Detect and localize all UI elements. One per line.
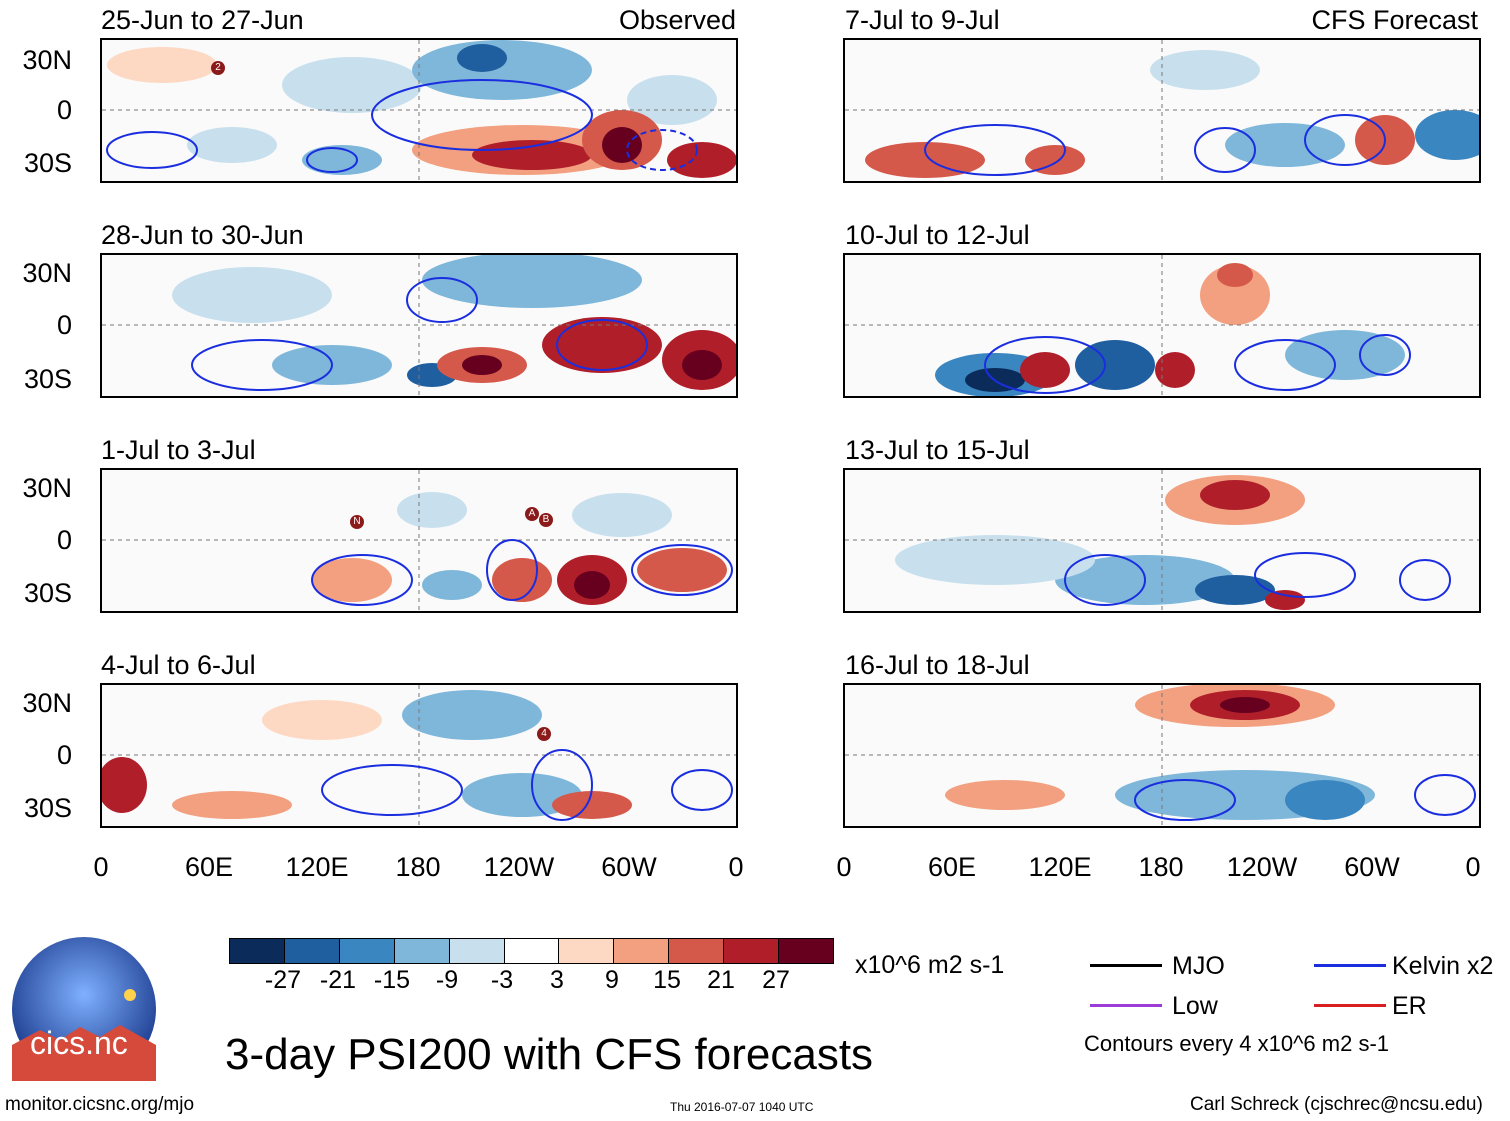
lat-30n-row3: 30N [22, 473, 72, 503]
lat-0-row3: 0 [56, 525, 72, 555]
colorbar-tick: -21 [319, 966, 357, 994]
colorbar-swatch [338, 939, 394, 963]
legend-label-kelvin: Kelvin x2 [1392, 952, 1494, 980]
map-panel-fc-4 [843, 683, 1481, 828]
footer-author: Carl Schreck (cjschrec@ncsu.edu) [1190, 1094, 1483, 1115]
lat-0-row4: 0 [56, 740, 72, 770]
footer-timestamp: Thu 2016-07-07 1040 UTC [670, 1100, 814, 1114]
lat-0-row1: 0 [56, 95, 72, 125]
colorbar-swatch [778, 939, 833, 963]
main-title: 3-day PSI200 with CFS forecasts [225, 1030, 874, 1079]
colorbar-swatch [668, 939, 724, 963]
lon-120e-right: 120E [1028, 852, 1092, 882]
colorbar-tick: -3 [490, 966, 514, 994]
lat-30s-row1: 30S [23, 148, 72, 178]
lon-60e-left: 60E [184, 852, 234, 882]
legend-label-er: ER [1392, 992, 1427, 1020]
map-panel-obs-4 [100, 683, 738, 828]
panel-title-6: 10-Jul to 12-Jul [845, 220, 1030, 250]
lat-30s-row3: 30S [23, 578, 72, 608]
lon-0-right: 0 [836, 852, 852, 882]
lon-0-left: 0 [93, 852, 109, 882]
colorbar-tick: -15 [373, 966, 411, 994]
legend-line-kelvin [1314, 964, 1386, 967]
legend-line-mjo [1090, 964, 1162, 967]
colorbar-swatch [448, 939, 504, 963]
colorbar-tick: -27 [264, 966, 302, 994]
colorbar-tick: 15 [653, 966, 681, 994]
map-panel-fc-1 [843, 38, 1481, 183]
panel-title-4: 4-Jul to 6-Jul [101, 650, 256, 680]
lon-0-left-end: 0 [728, 852, 744, 882]
lat-30n-row2: 30N [22, 258, 72, 288]
colorbar-swatch [393, 939, 449, 963]
colorbar-units: x10^6 m2 s-1 [855, 951, 1005, 979]
lat-30n-row1: 30N [22, 45, 72, 75]
storm-marker: N [350, 515, 364, 529]
colorbar-tick: -9 [435, 966, 459, 994]
legend-line-er [1314, 1004, 1386, 1007]
lat-30s-row2: 30S [23, 364, 72, 394]
map-panel-obs-1 [100, 38, 738, 183]
panel-title-8: 16-Jul to 18-Jul [845, 650, 1030, 680]
colorbar-swatch [723, 939, 779, 963]
storm-marker: 4 [537, 727, 551, 741]
lon-60e-right: 60E [927, 852, 977, 882]
lat-0-row2: 0 [56, 310, 72, 340]
colorbar [229, 938, 834, 964]
lon-180-left: 180 [395, 852, 441, 882]
panel-title-3: 1-Jul to 3-Jul [101, 435, 256, 465]
lon-0-right-end: 0 [1465, 852, 1481, 882]
colorbar-swatch [283, 939, 339, 963]
storm-marker: A [525, 507, 539, 521]
panel-title-7: 13-Jul to 15-Jul [845, 435, 1030, 465]
colorbar-swatch [503, 939, 559, 963]
lon-60w-left: 60W [601, 852, 657, 882]
cics-logo [10, 935, 158, 1083]
legend-label-low: Low [1172, 992, 1218, 1020]
lon-60w-right: 60W [1344, 852, 1400, 882]
map-panel-obs-3 [100, 468, 738, 613]
map-panel-fc-2 [843, 253, 1481, 398]
colorbar-tick: 3 [550, 966, 564, 994]
colorbar-tick: 27 [762, 966, 790, 994]
legend-label-mjo: MJO [1172, 952, 1225, 980]
colorbar-swatch [558, 939, 614, 963]
storm-marker: B [539, 513, 553, 527]
forecast-label: CFS Forecast [1311, 5, 1478, 35]
logo-name: cics.nc [30, 1025, 128, 1061]
panel-title-2: 28-Jun to 30-Jun [101, 220, 304, 250]
colorbar-tick: 9 [605, 966, 619, 994]
legend-line-low [1090, 1004, 1162, 1007]
lon-180-right: 180 [1138, 852, 1184, 882]
lon-120w-left: 120W [483, 852, 555, 882]
lat-30s-row4: 30S [23, 793, 72, 823]
storm-marker: 2 [211, 61, 225, 75]
footer-url[interactable]: monitor.cicsnc.org/mjo [5, 1094, 195, 1115]
colorbar-swatch [230, 939, 284, 963]
lat-30n-row4: 30N [22, 688, 72, 718]
colorbar-tick: 21 [707, 966, 735, 994]
panel-title-5: 7-Jul to 9-Jul [845, 5, 1000, 35]
map-panel-fc-3 [843, 468, 1481, 613]
contour-note: Contours every 4 x10^6 m2 s-1 [1084, 1031, 1390, 1056]
lon-120e-left: 120E [285, 852, 349, 882]
observed-label: Observed [618, 5, 736, 35]
colorbar-swatch [613, 939, 669, 963]
lon-120w-right: 120W [1226, 852, 1298, 882]
panel-title-1: 25-Jun to 27-Jun [101, 5, 304, 35]
map-panel-obs-2 [100, 253, 738, 398]
